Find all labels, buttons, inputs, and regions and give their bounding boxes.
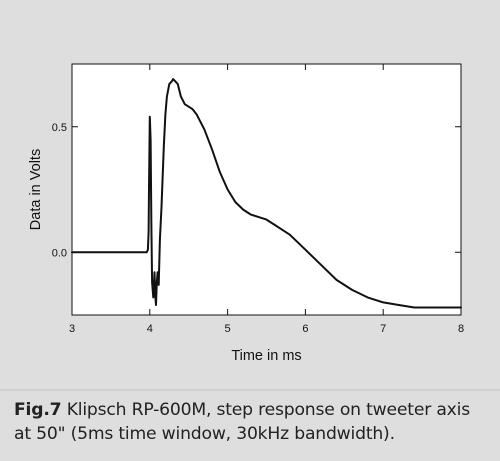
figure-label: Fig.7 — [14, 400, 62, 420]
caption-text: Klipsch RP-600M, step response on tweete… — [14, 400, 470, 444]
trace-layer — [71, 78, 462, 309]
plot-area — [71, 63, 462, 316]
x-tick-label: 5 — [225, 323, 231, 335]
x-tick-label: 3 — [69, 323, 75, 335]
x-tick-label: 7 — [380, 323, 386, 335]
x-tick-label: 8 — [458, 323, 464, 335]
figure-caption: Fig.7 Klipsch RP-600M, step response on … — [14, 398, 490, 446]
x-tick-label: 6 — [302, 323, 308, 335]
y-tick-label: 0.5 — [52, 122, 67, 134]
axis-ticks: 3 4 5 6 7 8 0.0 0.5 — [52, 64, 464, 335]
step-response-line — [71, 78, 462, 309]
x-axis-title: Time in ms — [231, 348, 301, 364]
y-axis-title: Data in Volts — [28, 149, 44, 230]
y-tick-label: 0.0 — [52, 247, 67, 259]
step-response-chart: 3 4 5 6 7 8 0.0 0.5 Time in ms Data in Volts — [0, 63, 500, 391]
x-tick-label: 4 — [147, 323, 153, 335]
